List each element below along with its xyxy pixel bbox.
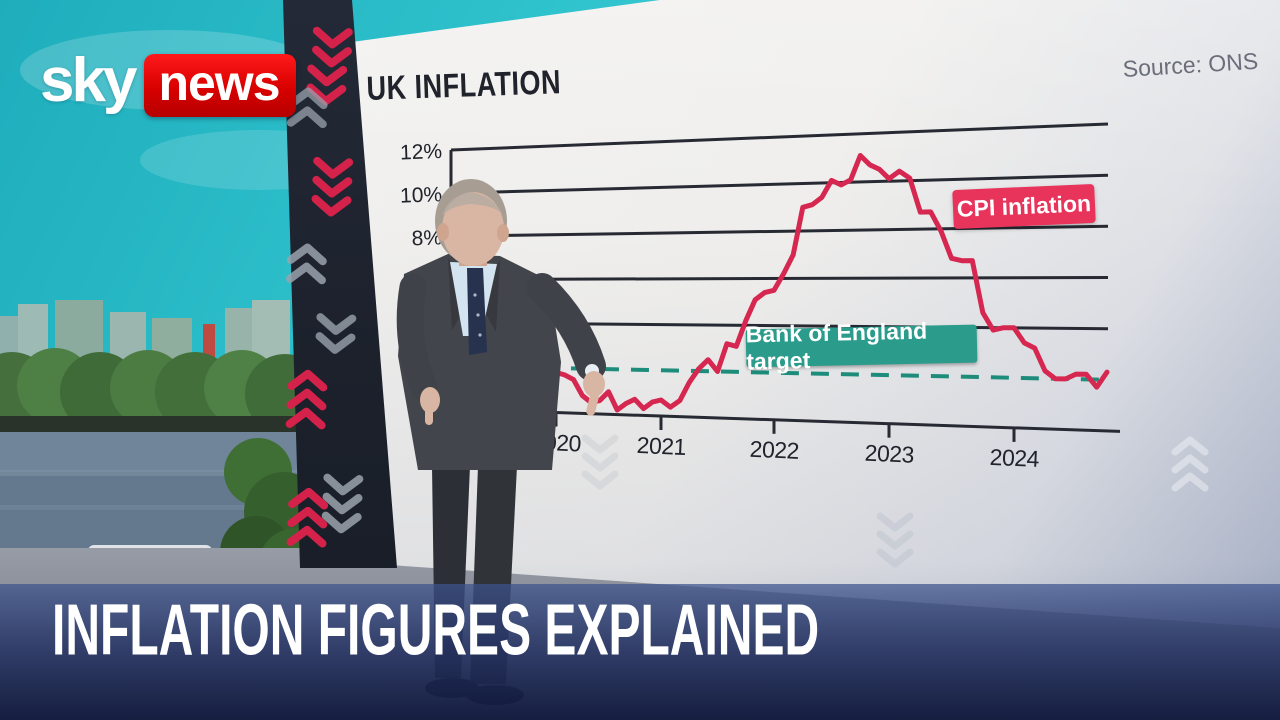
chevron-up-icon <box>286 243 327 285</box>
chevron-down-icon <box>581 434 619 490</box>
gridline-8pct <box>450 224 1109 238</box>
sky-news-logo: sky news <box>40 50 296 117</box>
presenter-face <box>442 192 504 266</box>
target-dashed-line <box>450 363 1109 382</box>
gridline-10pct <box>450 173 1109 195</box>
presenter-suit <box>398 254 561 470</box>
presenter-left-hand <box>420 387 440 413</box>
gridline-12pct <box>450 122 1109 152</box>
tree-line <box>0 348 325 438</box>
presenter-pointing-arm <box>527 273 606 381</box>
chevron-up-icon <box>286 87 328 129</box>
chevron-up-icon <box>1171 436 1209 492</box>
presenter-left-arm <box>396 273 438 402</box>
sky-logo-text: sky <box>40 46 137 115</box>
presenter-pointing-hand <box>583 371 605 397</box>
chevron-down-icon <box>315 313 357 354</box>
presenter-ear <box>437 223 449 241</box>
x-axis <box>450 407 1121 433</box>
chevron-down-icon <box>876 512 914 568</box>
x-tick-label: 2024 <box>989 444 1040 472</box>
chevron-down-icon <box>306 64 348 106</box>
lower-third-banner: INFLATION FIGURES EXPLAINED <box>0 584 1280 720</box>
y-tick-label: 12% <box>400 140 443 164</box>
presenter-tie <box>467 268 487 355</box>
presenter-pointing-finger <box>586 392 599 416</box>
chevron-up-icon <box>285 369 328 430</box>
headline: INFLATION FIGURES EXPLAINED <box>52 591 820 672</box>
x-tick-label: 2023 <box>864 440 914 468</box>
chevron-down-icon <box>311 156 354 217</box>
presenter-ear <box>497 224 509 242</box>
presenter-hairline <box>442 192 502 216</box>
x-tick-label: 2021 <box>636 432 686 460</box>
news-logo-badge: news <box>144 54 296 117</box>
chevron-down-icon <box>312 26 353 68</box>
presenter-left-finger <box>425 405 433 425</box>
chevron-up-icon <box>286 487 329 548</box>
chevron-down-icon <box>321 473 364 534</box>
x-tick-label: 2022 <box>749 436 799 464</box>
y-tick-label: 10% <box>400 183 443 207</box>
